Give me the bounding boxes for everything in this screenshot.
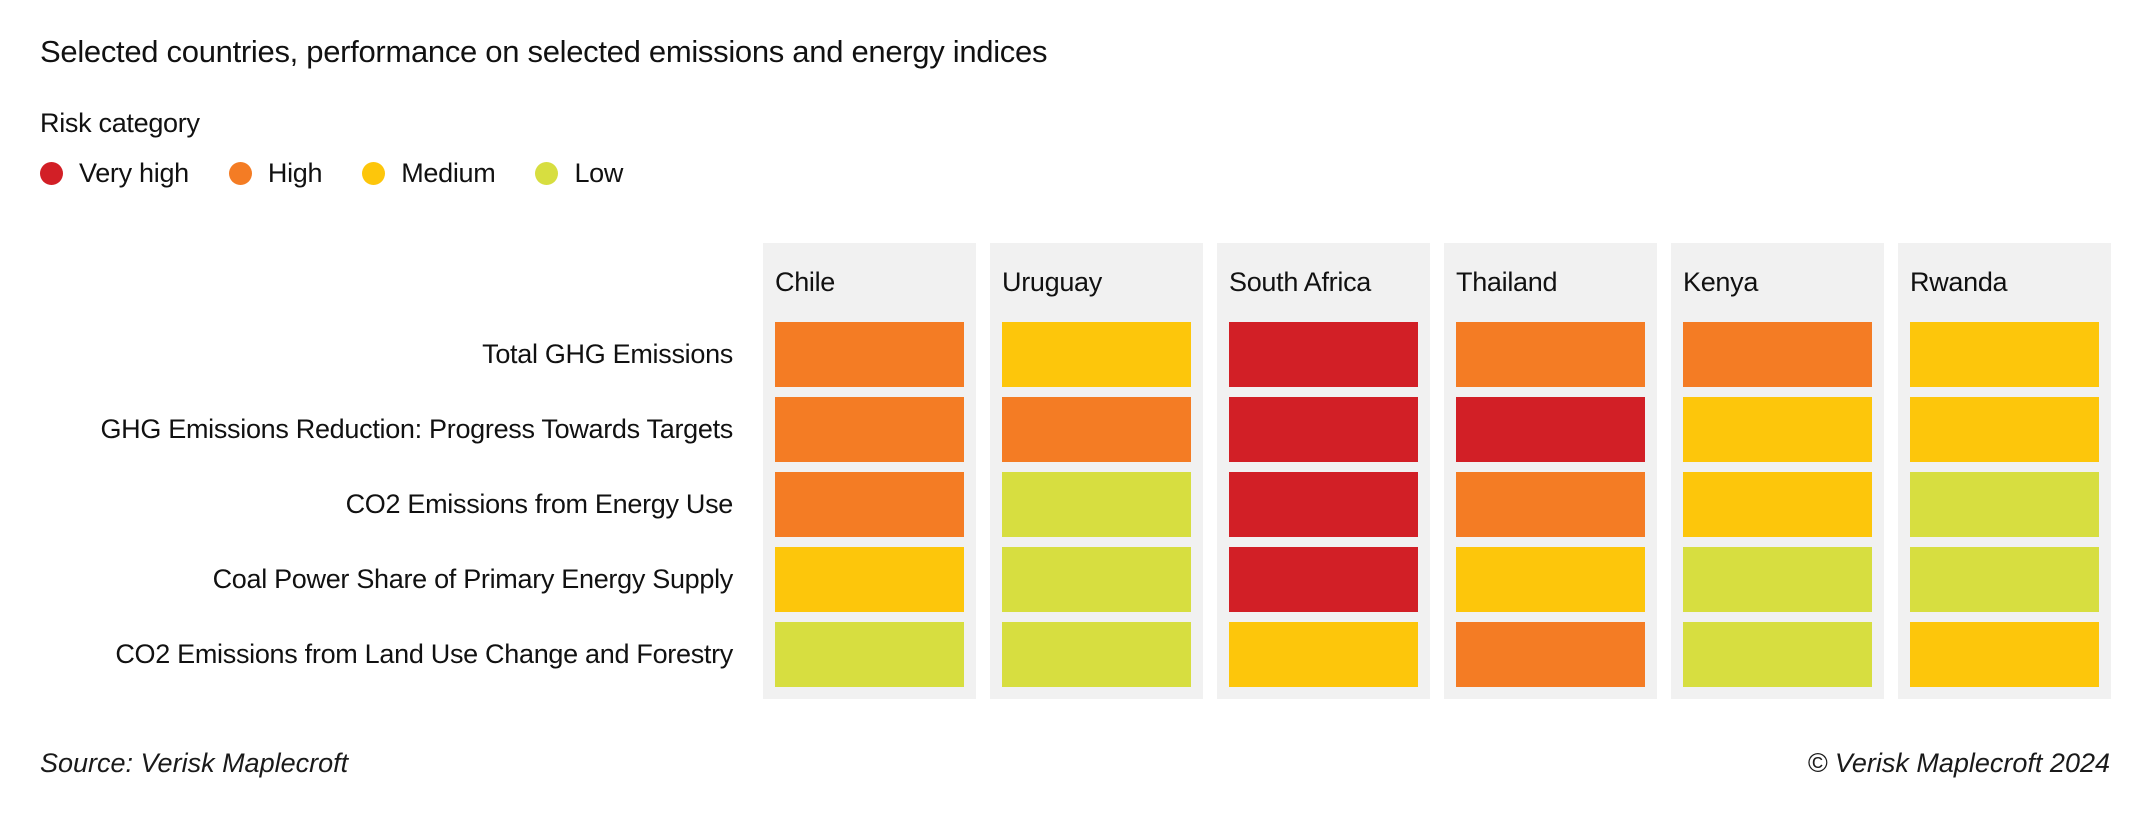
country-column-chile: Chile xyxy=(763,243,976,699)
risk-cell xyxy=(1456,622,1645,687)
chart-title: Selected countries, performance on selec… xyxy=(40,34,1048,69)
legend-item-label: Very high xyxy=(79,158,189,188)
country-header: Kenya xyxy=(1683,267,1759,297)
risk-cell xyxy=(1002,622,1191,687)
risk-cell xyxy=(1002,397,1191,462)
legend-dot-icon xyxy=(228,162,252,185)
risk-cell xyxy=(1229,622,1418,687)
risk-cell xyxy=(1229,322,1418,387)
risk-cell xyxy=(1002,472,1191,537)
risk-cell xyxy=(1910,472,2099,537)
source-credit: Source: Verisk Maplecroft xyxy=(40,748,349,778)
country-column-south_africa: South Africa xyxy=(1217,243,1430,699)
row-label: Total GHG Emissions xyxy=(482,339,733,369)
legend-item-low: Low xyxy=(535,158,623,189)
risk-cell xyxy=(1002,322,1191,387)
country-header: Uruguay xyxy=(1002,267,1102,297)
row-label: GHG Emissions Reduction: Progress Toward… xyxy=(100,414,733,444)
row-labels-column: Total GHG Emissions GHG Emissions Reducti… xyxy=(40,243,749,687)
legend-title: Risk category xyxy=(40,108,200,138)
country-header: Rwanda xyxy=(1910,267,2008,297)
legend-item-medium: Medium xyxy=(362,158,496,189)
risk-cell xyxy=(775,397,964,462)
country-column-kenya: Kenya xyxy=(1671,243,1884,699)
risk-cell xyxy=(1683,397,1872,462)
footer: Source: Verisk Maplecroft © Verisk Maple… xyxy=(40,748,2110,779)
risk-cell xyxy=(1002,547,1191,612)
country-header: Thailand xyxy=(1456,267,1558,297)
risk-cell xyxy=(1683,622,1872,687)
risk-cell xyxy=(1229,547,1418,612)
risk-cell xyxy=(1229,397,1418,462)
risk-cell xyxy=(1683,322,1872,387)
risk-cell xyxy=(775,622,964,687)
legend-dot-icon xyxy=(535,162,559,185)
row-label: Coal Power Share of Primary Energy Suppl… xyxy=(212,564,734,594)
legend-item-label: Low xyxy=(574,158,624,188)
risk-cell xyxy=(1683,472,1872,537)
risk-cell xyxy=(1456,547,1645,612)
risk-cell xyxy=(1683,547,1872,612)
risk-cell xyxy=(1456,322,1645,387)
risk-legend: Very high High Medium Low xyxy=(40,158,623,189)
country-header: South Africa xyxy=(1229,267,1371,297)
country-column-rwanda: Rwanda xyxy=(1898,243,2111,699)
risk-cell xyxy=(1229,472,1418,537)
risk-cell xyxy=(775,472,964,537)
risk-cell xyxy=(1910,622,2099,687)
copyright-notice: © Verisk Maplecroft 2024 xyxy=(1807,748,2110,778)
row-label: CO2 Emissions from Land Use Change and F… xyxy=(115,639,733,669)
legend-dot-icon xyxy=(362,162,386,185)
legend-dot-icon xyxy=(40,162,63,185)
country-header: Chile xyxy=(775,267,836,297)
legend-item-very_high: Very high xyxy=(40,158,189,189)
legend-item-label: Medium xyxy=(401,158,496,188)
row-label: CO2 Emissions from Energy Use xyxy=(345,489,734,519)
country-column-uruguay: Uruguay xyxy=(990,243,1203,699)
legend-item-label: High xyxy=(267,158,323,188)
heatmap-grid: Total GHG Emissions GHG Emissions Reducti… xyxy=(40,243,2111,699)
risk-cell xyxy=(1456,472,1645,537)
risk-cell xyxy=(1910,397,2099,462)
legend-item-high: High xyxy=(228,158,323,189)
risk-cell xyxy=(775,322,964,387)
risk-cell xyxy=(1910,322,2099,387)
risk-cell xyxy=(775,547,964,612)
risk-cell xyxy=(1910,547,2099,612)
country-column-thailand: Thailand xyxy=(1444,243,1657,699)
risk-cell xyxy=(1456,397,1645,462)
